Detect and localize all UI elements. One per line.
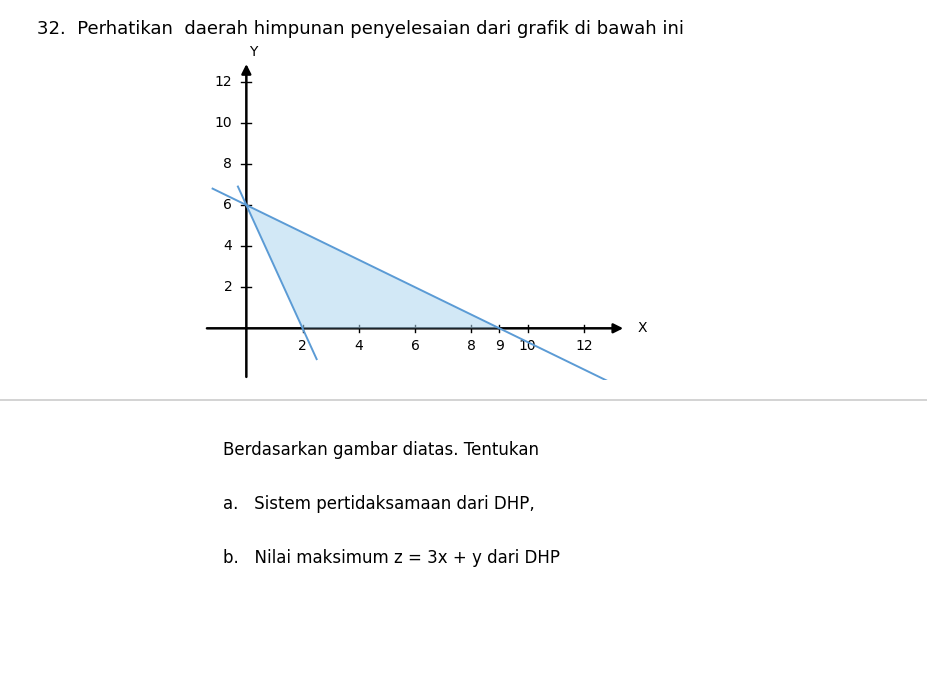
Text: 9: 9: [494, 338, 503, 353]
Polygon shape: [246, 205, 499, 328]
Text: 4: 4: [354, 338, 362, 353]
Text: X: X: [637, 321, 646, 336]
Text: 32.  Perhatikan  daerah himpunan penyelesaian dari grafik di bawah ini: 32. Perhatikan daerah himpunan penyelesa…: [37, 20, 683, 39]
Text: 10: 10: [214, 116, 232, 130]
Text: 8: 8: [466, 338, 476, 353]
Text: 6: 6: [223, 198, 232, 212]
Text: 2: 2: [298, 338, 307, 353]
Text: Berdasarkan gambar diatas. Tentukan: Berdasarkan gambar diatas. Tentukan: [222, 441, 539, 459]
Text: 4: 4: [223, 239, 232, 253]
Text: 12: 12: [214, 75, 232, 89]
Text: 6: 6: [410, 338, 419, 353]
Text: a.   Sistem pertidaksamaan dari DHP,: a. Sistem pertidaksamaan dari DHP,: [222, 495, 534, 513]
Text: 2: 2: [223, 280, 232, 294]
Text: 10: 10: [518, 338, 536, 353]
Text: b.   Nilai maksimum z = 3x + y dari DHP: b. Nilai maksimum z = 3x + y dari DHP: [222, 549, 559, 567]
Text: 12: 12: [575, 338, 592, 353]
Text: 8: 8: [223, 157, 232, 171]
Text: Y: Y: [249, 45, 258, 59]
